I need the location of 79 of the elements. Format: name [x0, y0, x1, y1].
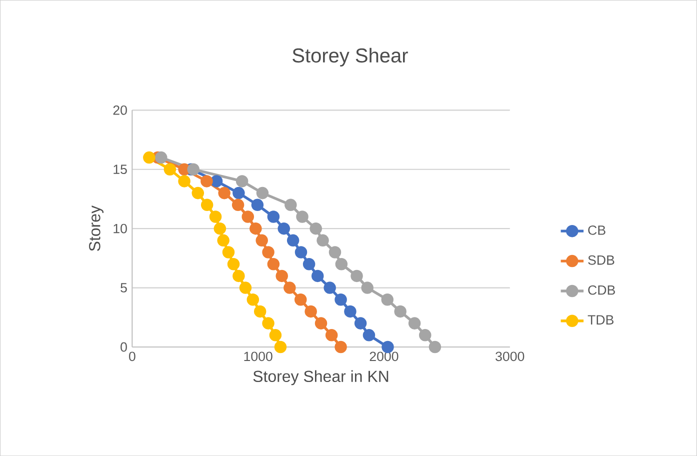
point: [354, 317, 367, 330]
point: [324, 282, 336, 294]
point: [256, 234, 268, 246]
x-tick-label: 2000: [370, 352, 398, 362]
point: [428, 340, 442, 354]
point: [267, 258, 280, 270]
x-tick-label: 3000: [496, 352, 524, 362]
point: [276, 270, 288, 282]
point: [350, 270, 363, 282]
y-tick-label: 0: [120, 342, 127, 352]
point: [296, 210, 308, 223]
x-tick-label: 0: [128, 352, 136, 362]
point: [314, 317, 328, 330]
point: [262, 246, 274, 258]
point: [419, 328, 432, 342]
point: [192, 186, 204, 200]
point: [227, 258, 240, 270]
point: [394, 305, 406, 318]
point: [362, 328, 376, 342]
legend-label: SDB: [588, 255, 614, 265]
point: [269, 328, 282, 342]
point: [267, 210, 280, 223]
point: [334, 293, 347, 306]
point: [210, 175, 223, 188]
point: [335, 258, 348, 270]
point: [274, 340, 287, 354]
point: [246, 293, 260, 306]
point: [254, 305, 266, 318]
point: [344, 305, 356, 318]
point: [239, 282, 252, 294]
point: [250, 222, 262, 235]
point: [217, 234, 230, 246]
point: [242, 210, 254, 223]
point: [256, 186, 269, 200]
point: [381, 293, 394, 306]
point: [262, 317, 274, 330]
point: [232, 198, 244, 211]
legend-label: CDB: [588, 285, 615, 295]
legend-label: TDB: [588, 315, 614, 324]
point: [304, 305, 317, 318]
point: [286, 234, 300, 246]
y-tick-label: 15: [114, 164, 127, 174]
point: [294, 293, 307, 306]
point: [154, 151, 168, 164]
point: [200, 198, 214, 211]
point: [251, 198, 264, 211]
point: [218, 186, 230, 200]
point: [316, 234, 329, 246]
y-tick-label: 5: [120, 283, 127, 292]
x-tick-label: 1000: [244, 352, 272, 362]
point: [236, 175, 248, 188]
point: [164, 163, 176, 176]
point: [311, 270, 324, 282]
point: [143, 151, 156, 164]
point: [302, 258, 316, 270]
point: [408, 317, 421, 330]
y-tick-label: 10: [114, 224, 127, 234]
point: [310, 222, 322, 235]
point: [232, 270, 245, 282]
y-axis-title: Storey: [89, 205, 104, 251]
point: [284, 282, 296, 294]
y-tick-label: 20: [113, 105, 127, 115]
point: [278, 222, 290, 235]
x-axis-title: Storey Shear in KN: [253, 370, 388, 386]
chart-title: Storey Shear: [292, 48, 408, 66]
point: [209, 210, 222, 223]
point: [325, 328, 338, 342]
point: [294, 246, 308, 258]
point: [361, 282, 374, 294]
point: [284, 198, 297, 211]
point: [334, 340, 347, 354]
point: [222, 246, 235, 258]
legend-label: CB: [588, 225, 606, 235]
point: [187, 163, 200, 176]
point: [328, 246, 342, 258]
point: [214, 222, 226, 235]
point: [232, 186, 245, 200]
point: [178, 175, 190, 188]
point: [200, 175, 213, 188]
